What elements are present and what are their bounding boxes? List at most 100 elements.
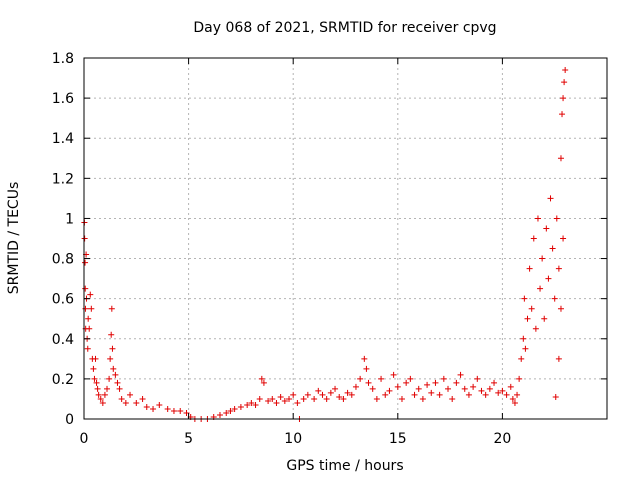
data-point bbox=[277, 393, 284, 400]
data-point bbox=[407, 375, 414, 382]
data-point bbox=[319, 391, 326, 398]
data-point bbox=[112, 371, 119, 378]
data-point bbox=[449, 395, 456, 402]
data-point bbox=[428, 389, 435, 396]
data-point bbox=[315, 387, 322, 394]
data-point bbox=[340, 395, 347, 402]
data-point bbox=[390, 371, 397, 378]
data-point bbox=[323, 395, 330, 402]
data-point bbox=[403, 379, 410, 386]
data-point bbox=[365, 379, 372, 386]
data-point bbox=[82, 285, 89, 292]
data-point bbox=[361, 355, 368, 362]
data-point bbox=[415, 385, 422, 392]
y-tick-label: 1.6 bbox=[52, 91, 74, 107]
data-point bbox=[424, 381, 431, 388]
data-point bbox=[107, 355, 114, 362]
data-point bbox=[86, 325, 93, 332]
y-tick-label: 1.4 bbox=[52, 131, 74, 147]
data-point bbox=[260, 379, 267, 386]
data-point bbox=[486, 385, 493, 392]
data-point bbox=[237, 403, 244, 410]
data-point bbox=[150, 405, 157, 412]
x-axis-label: GPS time / hours bbox=[286, 458, 403, 474]
data-point bbox=[231, 405, 238, 412]
data-point bbox=[177, 407, 184, 414]
data-point bbox=[445, 385, 452, 392]
data-point bbox=[528, 305, 535, 312]
data-point bbox=[461, 385, 468, 392]
data-point bbox=[290, 391, 297, 398]
data-point bbox=[561, 79, 568, 86]
data-point bbox=[227, 407, 234, 414]
data-point bbox=[82, 259, 89, 266]
data-point bbox=[156, 401, 163, 408]
data-point bbox=[84, 345, 91, 352]
data-point bbox=[516, 375, 523, 382]
data-point bbox=[90, 365, 97, 372]
data-point bbox=[87, 291, 94, 298]
axis-ticks bbox=[83, 57, 607, 420]
data-point bbox=[110, 365, 117, 372]
y-tick-label: 0 bbox=[65, 412, 74, 428]
y-tick-label: 0.6 bbox=[52, 292, 74, 308]
data-point bbox=[507, 383, 514, 390]
x-tick-labels: 0 5 10 15 20 bbox=[80, 431, 512, 447]
data-point bbox=[109, 345, 116, 352]
data-point bbox=[127, 391, 134, 398]
data-point bbox=[116, 385, 123, 392]
data-point bbox=[518, 355, 525, 362]
plot-frame bbox=[83, 57, 608, 420]
data-point bbox=[139, 395, 146, 402]
data-point bbox=[252, 401, 259, 408]
data-point bbox=[336, 393, 343, 400]
data-point bbox=[432, 379, 439, 386]
data-point bbox=[106, 375, 113, 382]
data-point bbox=[522, 345, 529, 352]
data-point bbox=[482, 391, 489, 398]
data-point bbox=[457, 371, 464, 378]
chart-title: Day 068 of 2021, SRMTID for receiver cpv… bbox=[193, 20, 496, 36]
data-point bbox=[122, 399, 129, 406]
y-tick-label: 0.8 bbox=[52, 252, 74, 268]
data-point bbox=[453, 379, 460, 386]
data-point bbox=[557, 305, 564, 312]
data-point bbox=[474, 375, 481, 382]
data-point bbox=[99, 399, 106, 406]
data-point bbox=[223, 409, 230, 416]
x-tick-label: 20 bbox=[493, 431, 511, 447]
x-tick-label: 10 bbox=[284, 431, 302, 447]
x-tick-label: 5 bbox=[184, 431, 193, 447]
y-tick-labels: 0 0.2 0.4 0.6 0.8 1 1.2 1.4 1.6 1.8 bbox=[52, 51, 74, 428]
data-point bbox=[304, 391, 311, 398]
data-point bbox=[470, 383, 477, 390]
data-point bbox=[557, 155, 564, 162]
data-point bbox=[547, 195, 554, 202]
data-point bbox=[555, 355, 562, 362]
data-point bbox=[495, 389, 502, 396]
data-point bbox=[503, 391, 510, 398]
data-point bbox=[114, 379, 121, 386]
data-point bbox=[357, 375, 364, 382]
data-point bbox=[560, 95, 567, 102]
data-point bbox=[269, 395, 276, 402]
y-axis-label: SRMTID / TECUs bbox=[6, 182, 22, 295]
data-point bbox=[281, 397, 288, 404]
data-point bbox=[101, 391, 108, 398]
data-point bbox=[524, 315, 531, 322]
data-point bbox=[248, 399, 255, 406]
data-point bbox=[378, 375, 385, 382]
data-point bbox=[133, 399, 140, 406]
data-point bbox=[95, 391, 102, 398]
y-tick-label: 1.8 bbox=[52, 51, 74, 67]
data-point bbox=[440, 375, 447, 382]
data-point bbox=[526, 265, 533, 272]
data-point bbox=[562, 67, 569, 74]
data-point bbox=[216, 411, 223, 418]
data-point bbox=[553, 215, 560, 222]
data-point bbox=[511, 399, 518, 406]
data-point bbox=[265, 397, 272, 404]
data-point bbox=[258, 375, 265, 382]
data-point bbox=[273, 399, 280, 406]
